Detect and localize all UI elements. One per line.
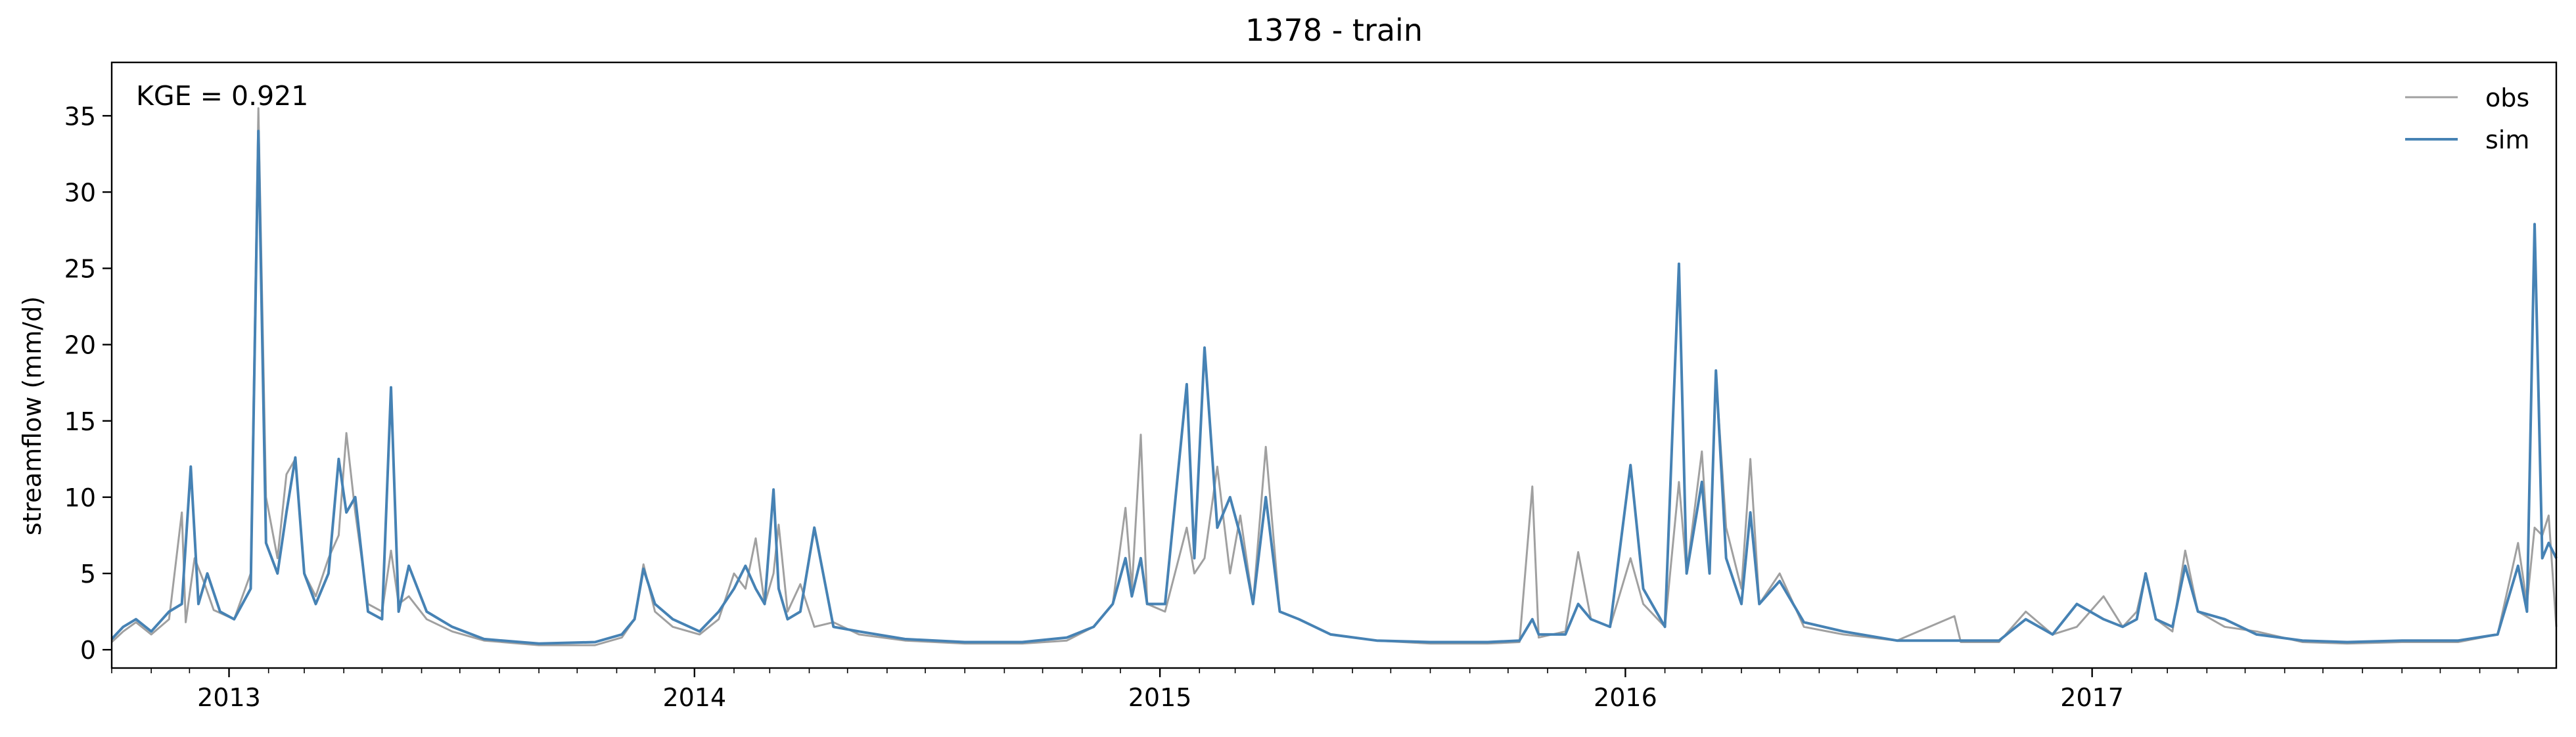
x-tick-label: 2014 bbox=[662, 683, 726, 712]
plot-frame bbox=[110, 61, 2558, 669]
y-tick-label: 25 bbox=[64, 255, 96, 284]
y-tick-label: 20 bbox=[64, 331, 96, 360]
y-tick-label: 10 bbox=[64, 483, 96, 512]
series-line-obs bbox=[110, 107, 2558, 646]
kge-annotation: KGE = 0.921 bbox=[136, 80, 308, 112]
y-tick-label: 15 bbox=[64, 407, 96, 436]
legend-label-obs: obs bbox=[2485, 83, 2529, 112]
x-tick-label: 2013 bbox=[197, 683, 261, 712]
x-axis: 2013 2014 2015 2016 2017 bbox=[111, 668, 2519, 712]
x-tick-label: 2016 bbox=[1594, 683, 1657, 712]
x-tick-label: 2017 bbox=[2060, 683, 2124, 712]
y-tick-label: 5 bbox=[80, 560, 96, 589]
series-line-sim bbox=[110, 129, 2558, 645]
y-axis-label: streamflow (mm/d) bbox=[18, 296, 47, 535]
series-layer bbox=[110, 107, 2558, 646]
y-tick-label: 0 bbox=[80, 636, 96, 665]
chart-title: 1378 - train bbox=[1245, 12, 1423, 48]
legend-label-sim: sim bbox=[2485, 125, 2529, 154]
y-tick-label: 30 bbox=[64, 178, 96, 207]
x-tick-label: 2015 bbox=[1128, 683, 1192, 712]
y-axis: 0 5 10 15 20 25 30 35 bbox=[64, 102, 112, 665]
legend: obs sim bbox=[2405, 83, 2529, 154]
y-tick-label: 35 bbox=[64, 102, 96, 131]
